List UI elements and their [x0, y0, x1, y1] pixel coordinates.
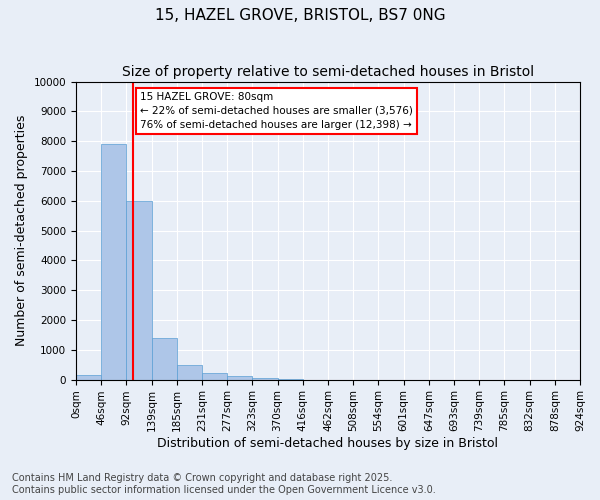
- Bar: [253, 378, 278, 380]
- Bar: [202, 373, 227, 380]
- Text: Contains HM Land Registry data © Crown copyright and database right 2025.
Contai: Contains HM Land Registry data © Crown c…: [12, 474, 436, 495]
- Bar: [76, 375, 101, 380]
- Title: Size of property relative to semi-detached houses in Bristol: Size of property relative to semi-detach…: [122, 65, 534, 79]
- Bar: [127, 201, 152, 380]
- Bar: [177, 364, 202, 380]
- Bar: [101, 144, 127, 380]
- X-axis label: Distribution of semi-detached houses by size in Bristol: Distribution of semi-detached houses by …: [157, 437, 499, 450]
- Y-axis label: Number of semi-detached properties: Number of semi-detached properties: [15, 115, 28, 346]
- Bar: [227, 376, 253, 380]
- Text: 15 HAZEL GROVE: 80sqm
← 22% of semi-detached houses are smaller (3,576)
76% of s: 15 HAZEL GROVE: 80sqm ← 22% of semi-deta…: [140, 92, 413, 130]
- Bar: [152, 338, 177, 380]
- Text: 15, HAZEL GROVE, BRISTOL, BS7 0NG: 15, HAZEL GROVE, BRISTOL, BS7 0NG: [155, 8, 445, 22]
